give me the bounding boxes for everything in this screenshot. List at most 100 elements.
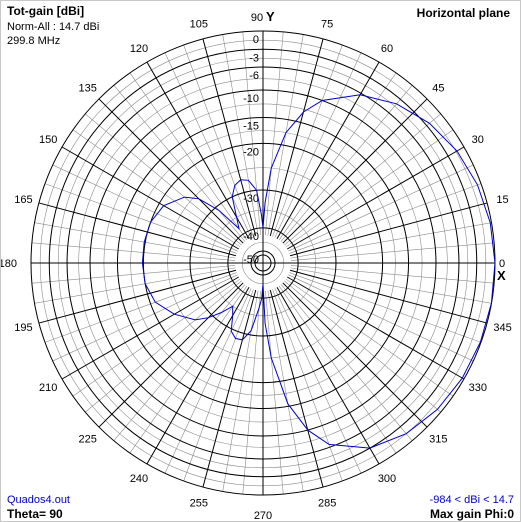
minor-spoke	[284, 113, 441, 246]
major-spoke	[202, 289, 257, 488]
major-spoke	[61, 276, 240, 380]
plot-title: Tot-gain [dBi]	[7, 4, 85, 18]
angle-tick-label: 225	[78, 433, 96, 445]
angle-tick-label: 75	[321, 18, 333, 30]
file-name: Quados4.out	[7, 494, 70, 506]
minor-spoke	[164, 52, 252, 238]
minor-spoke	[44, 272, 237, 343]
major-spoke	[202, 38, 257, 237]
minor-spoke	[222, 34, 259, 236]
radial-tick-label: -30	[243, 193, 259, 205]
angle-tick-label: 45	[432, 83, 444, 95]
major-spoke	[286, 146, 465, 250]
angle-tick-label: 135	[78, 83, 96, 95]
major-spoke	[276, 61, 380, 240]
minor-spoke	[34, 267, 236, 304]
minor-spoke	[44, 183, 237, 254]
minor-spoke	[31, 265, 236, 284]
minor-spoke	[278, 72, 397, 241]
angle-tick-label: 345	[493, 322, 511, 334]
major-spoke	[98, 98, 244, 244]
minor-spoke	[164, 288, 252, 474]
minor-spoke	[265, 290, 284, 495]
angle-tick-label: 150	[39, 134, 57, 146]
gain-range: -984 < dBi < 14.7	[429, 494, 514, 506]
angle-tick-label: 240	[130, 473, 148, 485]
major-spoke	[38, 202, 237, 257]
major-spoke	[269, 289, 324, 488]
normalization-info: Norm-All : 14.7 dBi	[7, 21, 100, 33]
minor-spoke	[265, 31, 284, 236]
minor-spoke	[290, 222, 492, 259]
major-spoke	[269, 38, 324, 237]
major-spoke	[276, 286, 380, 465]
major-spoke	[98, 282, 244, 428]
major-spoke	[146, 61, 250, 240]
angle-tick-label: 60	[381, 43, 393, 55]
minor-spoke	[288, 274, 474, 362]
angle-tick-label: 30	[472, 134, 484, 146]
minor-spoke	[290, 265, 495, 284]
minor-spoke	[290, 267, 492, 304]
minor-spoke	[85, 280, 242, 413]
minor-spoke	[129, 285, 248, 454]
angle-tick-label: 15	[496, 194, 508, 206]
minor-spoke	[129, 72, 248, 241]
angle-tick-label: 270	[254, 510, 272, 522]
minor-spoke	[274, 52, 362, 238]
plane-title: Horizontal plane	[416, 6, 510, 20]
minor-spoke	[288, 164, 474, 252]
minor-spoke	[222, 290, 259, 492]
minor-spoke	[272, 44, 343, 237]
major-spoke	[289, 202, 488, 257]
max-gain-info: Max gain Phi:0	[429, 507, 514, 521]
minor-spoke	[274, 288, 362, 474]
radial-tick-label: -20	[243, 146, 259, 158]
radial-tick-label: -6	[249, 70, 259, 82]
y-axis-marker: Y	[266, 9, 275, 24]
minor-spoke	[52, 274, 238, 362]
angle-tick-label: 195	[14, 322, 32, 334]
radial-tick-label: -50	[243, 254, 259, 266]
minor-spoke	[113, 85, 246, 242]
minor-spoke	[267, 290, 304, 492]
minor-spoke	[289, 183, 482, 254]
minor-spoke	[280, 85, 413, 242]
angle-tick-label: 315	[429, 433, 447, 445]
radial-tick-label: -3	[249, 52, 259, 64]
theta-info: Theta= 90	[7, 507, 63, 521]
minor-spoke	[52, 164, 238, 252]
angle-tick-label: 105	[190, 18, 208, 30]
minor-spoke	[72, 129, 241, 248]
angle-tick-label: 210	[39, 382, 57, 394]
minor-spoke	[72, 278, 241, 397]
radial-tick-label: -10	[243, 93, 259, 105]
minor-spoke	[113, 284, 246, 441]
major-spoke	[289, 269, 488, 324]
minor-spoke	[242, 31, 261, 236]
minor-spoke	[85, 113, 242, 246]
minor-spoke	[285, 278, 454, 397]
major-spoke	[61, 146, 240, 250]
minor-spoke	[278, 285, 397, 454]
minor-spoke	[183, 44, 254, 237]
angle-tick-label: 120	[130, 43, 148, 55]
angle-tick-label: 90	[251, 12, 263, 24]
polar-grid	[30, 30, 496, 496]
major-spoke	[146, 286, 250, 465]
angle-tick-label: 330	[469, 382, 487, 394]
radial-tick-label: -40	[243, 231, 259, 243]
major-spoke	[286, 276, 465, 380]
radial-tick-label: 0	[253, 34, 259, 46]
angle-tick-label: 255	[190, 498, 208, 510]
angle-tick-label: 285	[318, 498, 336, 510]
minor-spoke	[284, 280, 441, 413]
major-spoke	[282, 282, 428, 428]
angle-tick-label: 165	[14, 194, 32, 206]
gain-pattern-curve	[141, 94, 496, 449]
grid-labels: 0 15 30 45 60 75 90 105 120 135 150 165 180 195 210 225…	[1, 12, 512, 522]
x-axis-marker: X	[497, 268, 506, 283]
minor-spoke	[34, 222, 236, 259]
